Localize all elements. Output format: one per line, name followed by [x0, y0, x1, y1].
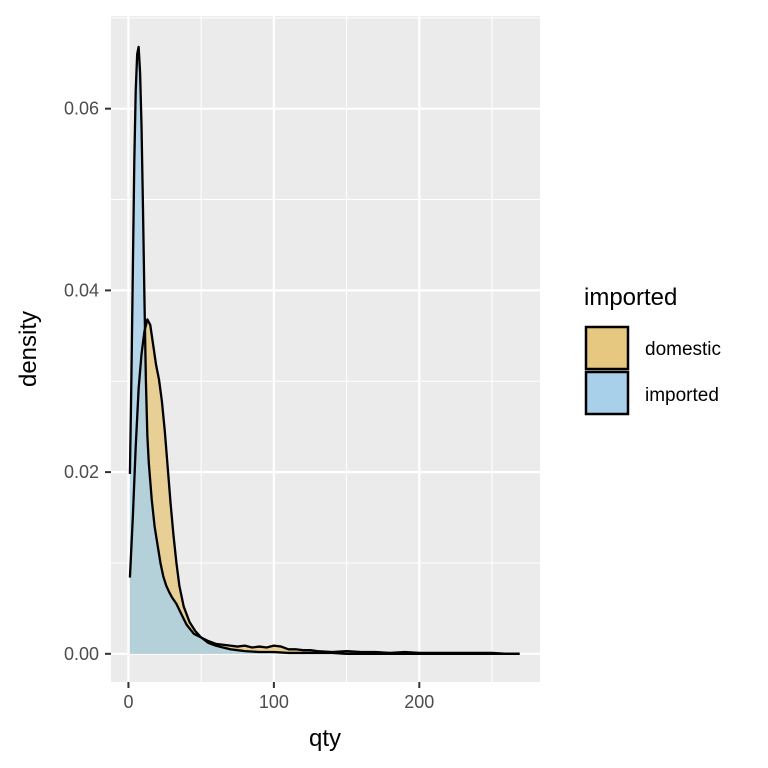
density-line-domestic — [128, 318, 520, 655]
y-tick-label-0: 0.00 — [64, 644, 99, 664]
legend-key-imported — [584, 370, 630, 416]
legend-title: imported — [584, 284, 677, 311]
x-tick-label-1: 100 — [259, 692, 289, 712]
y-tick-label-3: 0.06 — [64, 99, 99, 119]
y-axis: 0.00 0.02 0.04 0.06 — [64, 99, 111, 664]
legend-label-domestic: domestic — [645, 339, 721, 360]
y-axis-title: density — [15, 311, 42, 387]
y-tick-label-1: 0.02 — [64, 462, 99, 482]
legend-entry-domestic: domestic — [584, 325, 721, 371]
density-line-imported — [128, 45, 520, 655]
legend: imported domestic imported — [584, 284, 721, 416]
panel-background — [111, 16, 540, 682]
x-tick-label-0: 0 — [123, 692, 133, 712]
series-layer — [128, 45, 520, 655]
y-tick-label-2: 0.04 — [64, 280, 99, 300]
legend-key-domestic — [584, 325, 630, 371]
x-axis-title: qty — [309, 725, 341, 752]
grid-minor — [111, 16, 540, 682]
x-axis: 0 100 200 — [123, 682, 434, 712]
legend-entry-imported: imported — [584, 370, 719, 416]
legend-label-imported: imported — [645, 385, 719, 406]
x-tick-label-2: 200 — [404, 692, 434, 712]
